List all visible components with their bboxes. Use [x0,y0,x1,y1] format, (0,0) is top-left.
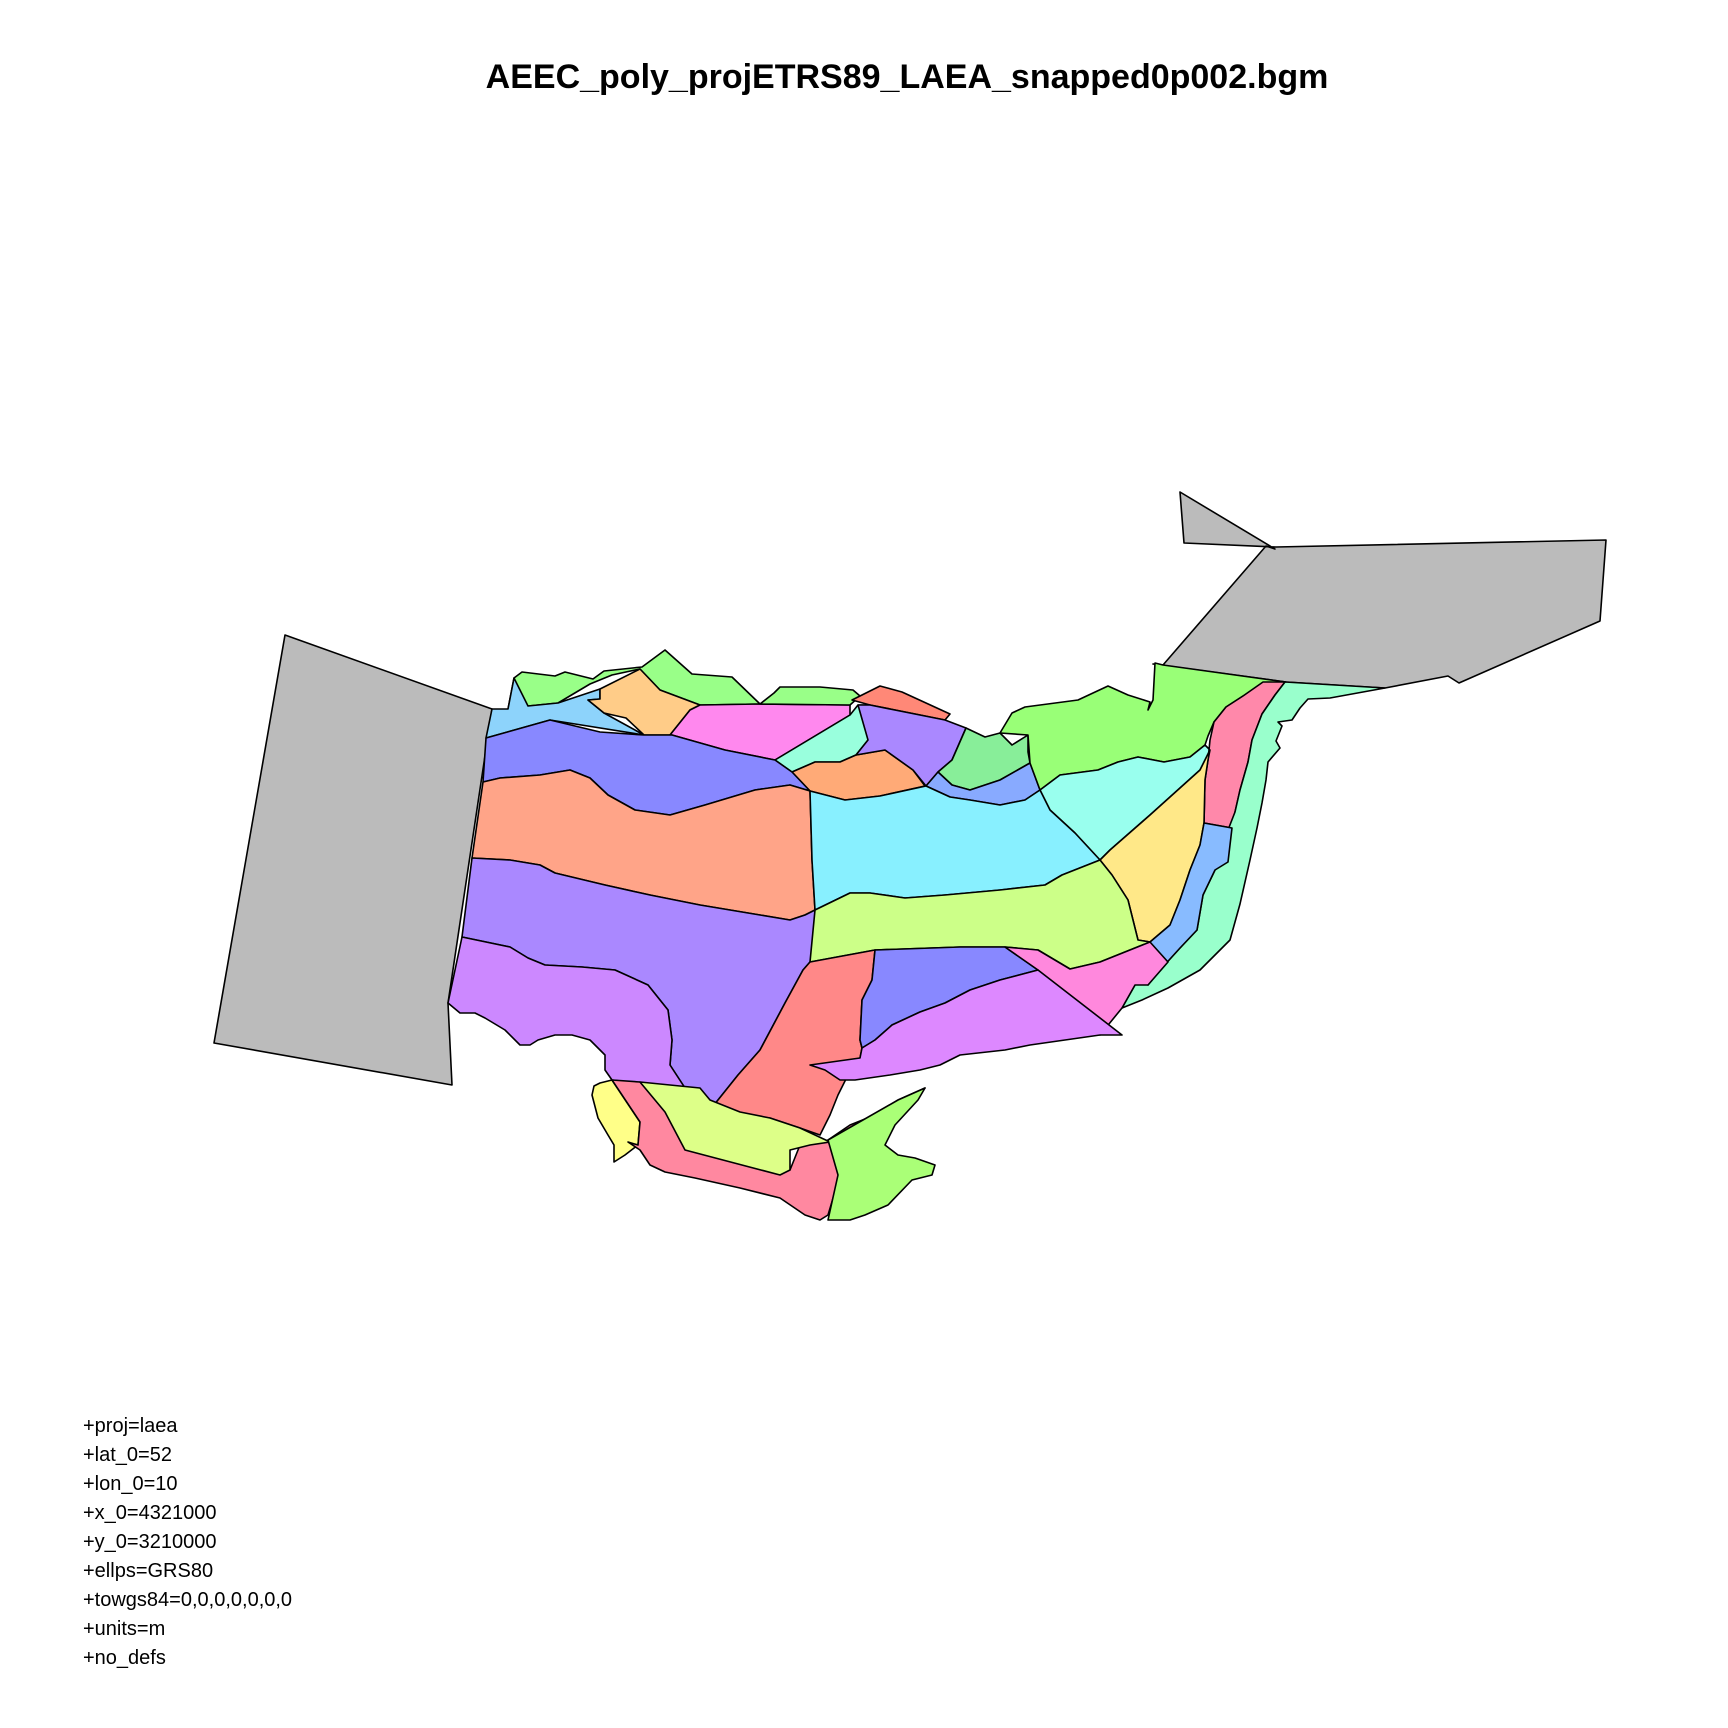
box-s-green-tip [827,1087,936,1221]
boundary-east [1152,491,1607,689]
page-title: AEEC_poly_projETRS89_LAEA_snapped0p002.b… [485,58,1329,96]
projection-line: +proj=laea [83,1415,178,1437]
projection-line: +lat_0=52 [83,1444,172,1466]
box-n-green-strip [759,686,861,706]
projection-line: +ellps=GRS80 [83,1560,214,1582]
boundary-west [213,634,493,1086]
box-ne-mint-outer [1121,681,1386,1009]
projection-line: +no_defs [83,1647,166,1669]
projection-line: +towgs84=0,0,0,0,0,0,0 [83,1589,293,1611]
box-nw-green-strip [507,649,761,710]
projection-line: +x_0=4321000 [83,1502,217,1524]
projection-line: +y_0=3210000 [83,1531,217,1553]
projection-line: +units=m [83,1618,166,1640]
box-s-violet-large [809,969,1123,1081]
projection-line: +lon_0=10 [83,1473,178,1495]
projection-string: +proj=laea +lat_0=52 +lon_0=10 +x_0=4321… [83,1412,292,1673]
box-sw-violet [447,936,686,1089]
box-s-yellowgreen [639,1081,831,1176]
box-n-salmon [851,685,951,721]
